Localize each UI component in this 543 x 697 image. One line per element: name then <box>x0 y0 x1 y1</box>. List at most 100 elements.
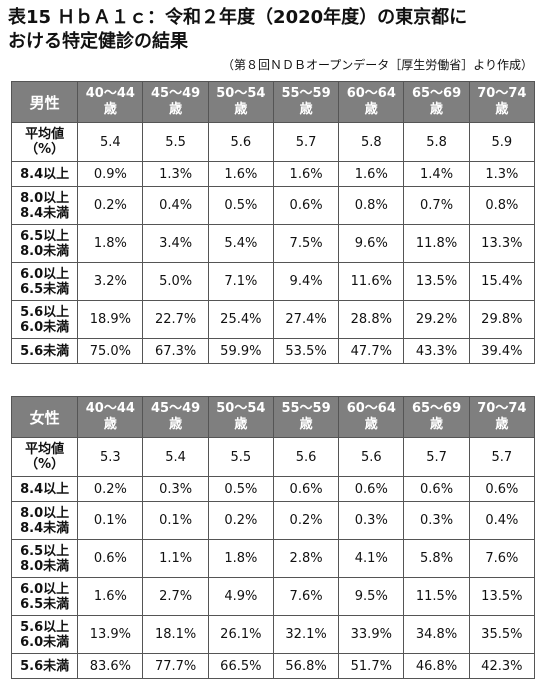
age-suffix: 歳 <box>234 417 248 432</box>
age-range: 50～54 <box>216 401 266 416</box>
table-cell: 51.7% <box>338 653 405 679</box>
row-label-line: 8.0以上 <box>20 190 70 206</box>
row-label: 平均値 （%） <box>10 437 79 477</box>
age-range: 55～59 <box>281 401 331 416</box>
table-row: 8.0以上 8.4未満 0.2% 0.4% 0.5% 0.6% 0.8% 0.7% 0.8% <box>10 186 536 225</box>
table-cell: 5.8 <box>403 122 470 162</box>
age-range: 70～74 <box>477 86 527 101</box>
age-range: 60～64 <box>346 86 396 101</box>
row-label-line: 8.4未満 <box>20 205 70 221</box>
table-cell: 46.8% <box>403 653 470 679</box>
row-label-line: 8.4未満 <box>20 520 70 536</box>
table-cell: 5.9 <box>468 122 536 162</box>
age-header: 45～49 歳 <box>142 81 209 123</box>
table-cell: 0.5% <box>207 186 274 225</box>
row-label: 5.6未満 <box>10 653 79 679</box>
age-range: 70～74 <box>477 401 527 416</box>
table-cell: 0.3% <box>338 501 405 540</box>
table-cell: 0.7% <box>403 186 470 225</box>
row-label-line: 6.0以上 <box>20 266 70 282</box>
age-header: 60～64 歳 <box>338 396 405 438</box>
row-label: 6.5以上 8.0未満 <box>10 539 79 578</box>
table-cell: 1.1% <box>142 539 209 578</box>
table-cell: 43.3% <box>403 338 470 364</box>
age-suffix: 歳 <box>364 417 378 432</box>
row-label-line: 6.5未満 <box>20 281 70 297</box>
table-cell: 42.3% <box>468 653 536 679</box>
age-header: 40～44 歳 <box>77 81 144 123</box>
table-row: 8.4以上 0.9% 1.3% 1.6% 1.6% 1.6% 1.4% 1.3% <box>10 161 536 187</box>
table-cell: 7.1% <box>207 262 274 301</box>
table-cell: 1.6% <box>207 161 274 187</box>
header-row: 女性 40～44 歳 45～49 歳 50～54 歳 55～59 歳 60～64 歳 65～69 歳 70… <box>10 396 536 438</box>
age-range: 40～44 <box>85 401 135 416</box>
row-label: 平均値 （%） <box>10 122 79 162</box>
age-header: 45～49 歳 <box>142 396 209 438</box>
title-text-1: ＨｂＡ１ｃ：令和２年度（2020年度）の東京都に <box>57 7 468 28</box>
table-row: 6.5以上 8.0未満 0.6% 1.1% 1.8% 2.8% 4.1% 5.8% 7.6% <box>10 539 536 578</box>
table-cell: 0.8% <box>338 186 405 225</box>
table-cell: 1.8% <box>77 224 144 263</box>
row-label-line: 6.0未満 <box>20 634 70 650</box>
table-row: 5.6未満 83.6% 77.7% 66.5% 56.8% 51.7% 46.8% 42.3% <box>10 653 536 679</box>
age-range: 40～44 <box>85 86 135 101</box>
age-suffix: 歳 <box>103 102 117 117</box>
age-suffix: 歳 <box>495 102 509 117</box>
table-cell: 75.0% <box>77 338 144 364</box>
title-line-1: 表15 ＨｂＡ１ｃ：令和２年度（2020年度）の東京都に <box>8 6 538 30</box>
row-label-line: 8.0未満 <box>20 243 70 259</box>
table-cell: 5.5 <box>207 437 274 477</box>
table-cell: 9.6% <box>338 224 405 263</box>
table-cell: 1.6% <box>77 577 144 616</box>
table-cell: 11.5% <box>403 577 470 616</box>
table-cell: 2.8% <box>272 539 340 578</box>
age-header: 65～69 歳 <box>403 81 470 123</box>
age-range: 65～69 <box>411 401 462 416</box>
table-cell: 28.8% <box>338 300 405 339</box>
female-table: 女性 40～44 歳 45～49 歳 50～54 歳 55～59 歳 60～64 歳 65～69 歳 70… <box>10 396 536 679</box>
table-cell: 5.4 <box>142 437 209 477</box>
row-label-line: 5.6未満 <box>20 343 70 359</box>
table-row: 8.0以上 8.4未満 0.1% 0.1% 0.2% 0.2% 0.3% 0.3% 0.4% <box>10 501 536 540</box>
table-row: 6.0以上 6.5未満 1.6% 2.7% 4.9% 7.6% 9.5% 11.5% 13.5% <box>10 577 536 616</box>
table-cell: 5.3 <box>77 437 144 477</box>
table-cell: 13.5% <box>403 262 470 301</box>
table-cell: 0.4% <box>468 501 536 540</box>
row-label: 6.0以上 6.5未満 <box>10 262 79 301</box>
row-label-line: 5.6未満 <box>20 658 70 674</box>
table-cell: 13.3% <box>468 224 536 263</box>
table-cell: 0.6% <box>272 186 340 225</box>
table-cell: 0.8% <box>468 186 536 225</box>
table-cell: 0.2% <box>77 186 144 225</box>
table-cell: 39.4% <box>468 338 536 364</box>
table-cell: 29.2% <box>403 300 470 339</box>
table-cell: 66.5% <box>207 653 274 679</box>
age-suffix: 歳 <box>495 417 509 432</box>
table-cell: 22.7% <box>142 300 209 339</box>
table-cell: 0.1% <box>77 501 144 540</box>
table-cell: 67.3% <box>142 338 209 364</box>
table-cell: 32.1% <box>272 615 340 654</box>
table-cell: 9.5% <box>338 577 405 616</box>
table-cell: 5.4% <box>207 224 274 263</box>
table-cell: 26.1% <box>207 615 274 654</box>
table-cell: 5.6 <box>207 122 274 162</box>
table-cell: 2.7% <box>142 577 209 616</box>
row-label-line: 8.4以上 <box>20 166 70 182</box>
row-label: 8.0以上 8.4未満 <box>10 501 79 540</box>
table-cell: 35.5% <box>468 615 536 654</box>
age-range: 45～49 <box>151 401 201 416</box>
table-cell: 25.4% <box>207 300 274 339</box>
age-suffix: 歳 <box>364 102 378 117</box>
age-suffix: 歳 <box>234 102 248 117</box>
source-note: （第８回ＮＤＢオープンデータ［厚生労働省］より作成） <box>221 58 533 72</box>
table-cell: 5.7 <box>403 437 470 477</box>
row-label-line: 平均値 <box>25 127 65 142</box>
table-cell: 0.3% <box>403 501 470 540</box>
table-cell: 5.6 <box>272 437 340 477</box>
sex-label: 女性 <box>10 396 79 438</box>
table-cell: 0.6% <box>77 539 144 578</box>
row-label-line: 6.0未満 <box>20 319 70 335</box>
table-cell: 1.4% <box>403 161 470 187</box>
table-row: 6.5以上 8.0未満 1.8% 3.4% 5.4% 7.5% 9.6% 11.8% 13.3% <box>10 224 536 263</box>
